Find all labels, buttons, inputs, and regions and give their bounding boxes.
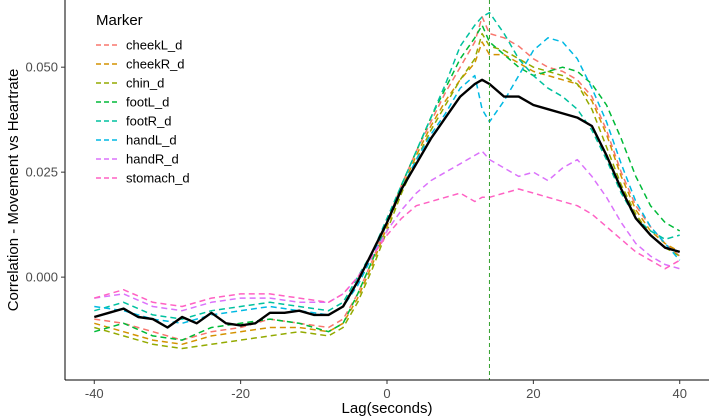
series-line-handl-d	[94, 37, 681, 325]
legend-label: stomach_d	[126, 171, 190, 186]
y-tick-label: 0.025	[25, 165, 58, 180]
y-tick-label: 0.050	[25, 60, 58, 75]
y-tick-label: 0.000	[25, 270, 58, 285]
y-axis-title: Correlation - Movement vs Heartrate	[5, 69, 22, 312]
x-tick-label: -40	[85, 386, 104, 401]
series-line-stomach-d	[94, 188, 681, 308]
series-line-footl-d	[94, 24, 681, 341]
legend-label: footL_d	[126, 95, 169, 110]
series-line-handr-d	[94, 150, 680, 312]
series-line-chin-d	[94, 32, 681, 350]
legend-label: handR_d	[126, 152, 179, 167]
x-tick-label: 40	[672, 386, 686, 401]
legend-label: cheekL_d	[126, 38, 182, 53]
axis-layer: -40 -20 0 20 40 0.000 0.025 0.050	[25, 0, 709, 401]
legend-label: cheekR_d	[126, 57, 185, 72]
series-line-mean	[93, 78, 681, 329]
series-line-cheekr-d	[94, 41, 681, 346]
legend-label: footR_d	[126, 114, 172, 129]
legend-label: chin_d	[126, 76, 164, 91]
x-axis-title: Lag(seconds)	[342, 400, 433, 417]
legend-title: Marker	[96, 12, 143, 29]
x-tick-label: -20	[231, 386, 250, 401]
x-tick-label: 0	[383, 386, 390, 401]
x-tick-label: 20	[526, 386, 540, 401]
series-layer	[93, 11, 681, 350]
legend-label: handL_d	[126, 133, 177, 148]
legend: cheekL_d cheekR_d chin_d footL_d footR_dhand…	[96, 38, 190, 186]
